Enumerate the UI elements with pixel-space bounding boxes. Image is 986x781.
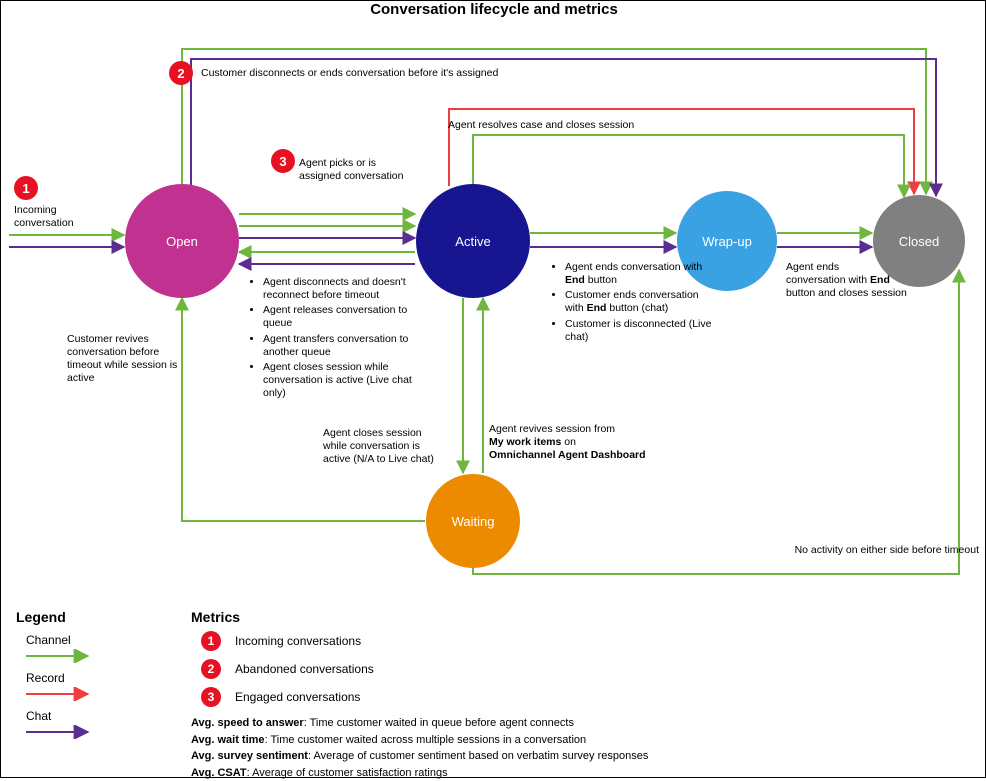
badge-1: 1: [14, 176, 38, 200]
label-active-to-open: Agent disconnects and doesn't reconnect …: [247, 276, 417, 402]
state-active: Active: [416, 184, 530, 298]
metrics-heading: Metrics: [191, 609, 240, 627]
label-revive-left: Customer revivesconversation beforetimeo…: [67, 333, 217, 386]
metrics-badge-1: 1: [201, 631, 221, 651]
label-resolve-top: Agent resolves case and closes session: [448, 119, 748, 132]
badge-2: 2: [169, 61, 193, 85]
edge-wait-closed-green: [473, 270, 959, 574]
badge-3: 3: [271, 149, 295, 173]
legend-channel-label: Channel: [26, 633, 71, 649]
metrics-definitions: Avg. speed to answer: Time customer wait…: [191, 715, 951, 781]
label-active-to-wrap: Agent ends conversation with End buttonC…: [549, 261, 714, 346]
metrics-item-2: Abandoned conversations: [235, 662, 374, 678]
metrics-badge-3: 3: [201, 687, 221, 707]
label-wait-to-closed: No activity on either side before timeou…: [739, 544, 979, 557]
diagram-canvas: Conversation lifecycle and metrics Open …: [0, 0, 986, 778]
metrics-item-3: Engaged conversations: [235, 690, 360, 706]
legend-heading: Legend: [16, 609, 66, 627]
metrics-item-1: Incoming conversations: [235, 634, 361, 650]
metrics-badge-2: 2: [201, 659, 221, 679]
edge-active-closed-green: [473, 135, 904, 197]
state-open: Open: [125, 184, 239, 298]
label-incoming: Incomingconversation: [14, 204, 114, 230]
edges-layer: [1, 1, 986, 779]
legend-chat-arrow-icon: [26, 725, 96, 739]
label-disconnect-top: Customer disconnects or ends conversatio…: [201, 67, 621, 80]
legend-record-arrow-icon: [26, 687, 96, 701]
legend-chat-label: Chat: [26, 709, 51, 725]
legend-channel-arrow-icon: [26, 649, 96, 663]
label-agent-picks: Agent picks or isassigned conversation: [299, 157, 459, 183]
label-active-to-wait: Agent closes sessionwhile conversation i…: [323, 427, 463, 466]
diagram-title: Conversation lifecycle and metrics: [1, 1, 986, 18]
label-wrap-to-closed: Agent endsconversation with Endbutton an…: [786, 261, 936, 300]
state-waiting: Waiting: [426, 474, 520, 568]
label-wait-to-active: Agent revives session fromMy work items …: [489, 423, 669, 462]
legend-record-label: Record: [26, 671, 65, 687]
